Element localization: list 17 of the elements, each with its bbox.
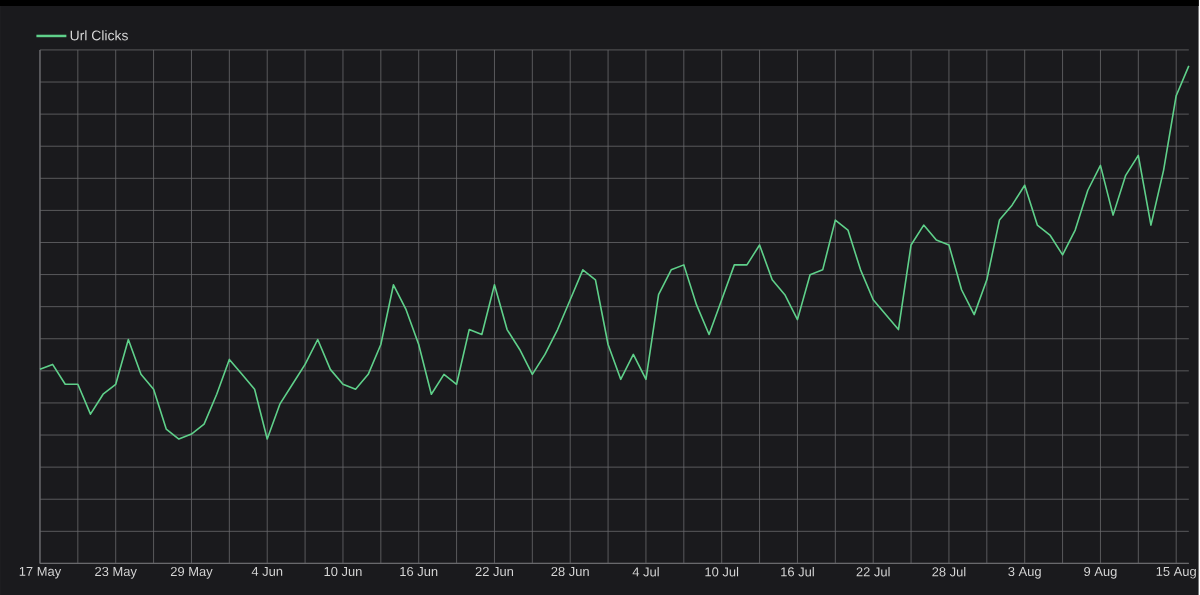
x-tick-label: 15 Aug	[1156, 566, 1196, 579]
x-tick-label: 4 Jun	[251, 566, 283, 576]
x-tick-label: 23 May	[95, 566, 137, 579]
x-tick-label: 3 Aug	[1008, 566, 1041, 579]
x-tick-label: 4 Jul	[632, 566, 659, 577]
x-tick-label: 22 Jul	[856, 566, 890, 577]
legend-label: Url Clicks	[70, 29, 128, 41]
x-tick-label: 22 Jun	[475, 566, 514, 576]
x-tick-label: 28 Jun	[551, 566, 589, 576]
x-tick-label: 29 May	[170, 566, 213, 579]
x-tick-label: 10 Jul	[705, 566, 739, 577]
x-tick-label: 10 Jun	[324, 566, 362, 576]
x-tick-label: 16 Jun	[400, 566, 438, 576]
x-tick-label: 17 May	[19, 566, 62, 579]
x-tick-label: 28 Jul	[932, 566, 966, 577]
x-tick-label: 9 Aug	[1084, 566, 1117, 579]
x-tick-label: 16 Jul	[781, 566, 814, 577]
